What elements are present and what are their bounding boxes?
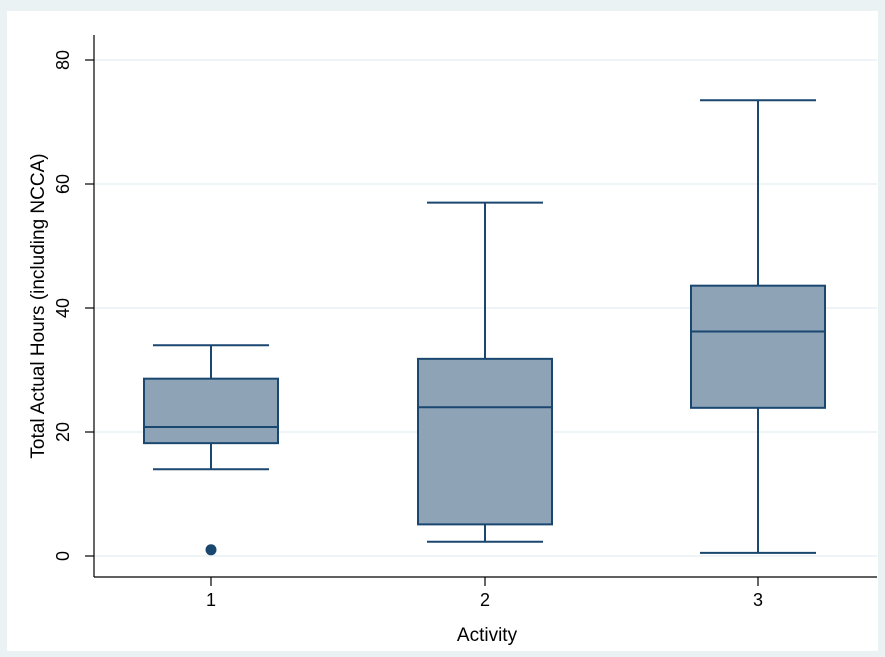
y-tick-label: 0 <box>53 551 73 561</box>
y-axis-ticks: 0 20 40 60 80 <box>53 50 94 561</box>
x-tick-label: 1 <box>206 590 216 610</box>
interquartile-box <box>417 357 553 526</box>
outlier-point <box>205 544 217 556</box>
y-tick-label: 40 <box>53 298 73 318</box>
box-group-3 <box>690 99 826 554</box>
box-group-1 <box>143 344 279 556</box>
boxes <box>143 99 826 556</box>
interquartile-box <box>690 284 826 409</box>
y-axis-label: Total Actual Hours (including NCCA) <box>28 153 49 458</box>
x-axis-ticks: 1 2 3 <box>206 577 763 610</box>
box-group-2 <box>417 201 553 543</box>
x-axis-label: Activity <box>457 625 518 646</box>
y-tick-label: 20 <box>53 422 73 442</box>
interquartile-box <box>143 377 279 445</box>
x-tick-label: 3 <box>753 590 763 610</box>
y-tick-label: 80 <box>53 50 73 70</box>
y-tick-label: 60 <box>53 174 73 194</box>
x-tick-label: 2 <box>480 590 490 610</box>
